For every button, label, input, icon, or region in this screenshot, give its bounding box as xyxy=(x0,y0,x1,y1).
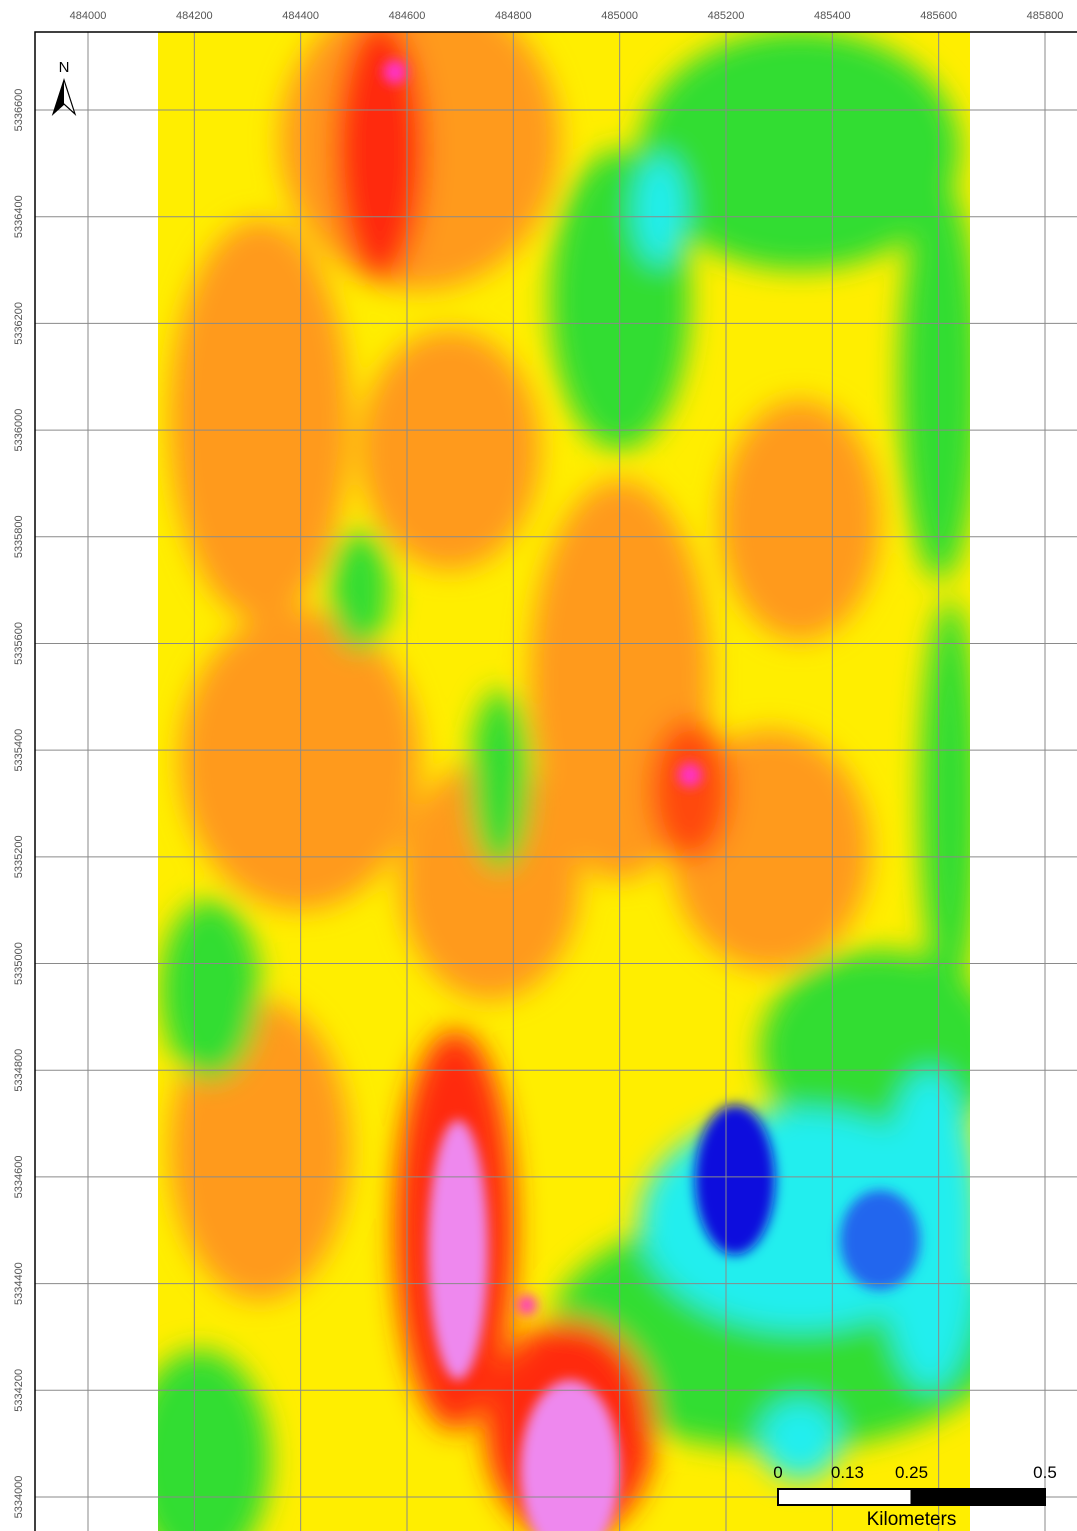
y-tick-label: 5335000 xyxy=(13,942,25,985)
y-tick-label: 5334600 xyxy=(13,1156,25,1199)
y-tick-label: 5334400 xyxy=(13,1262,25,1305)
y-tick-label: 5334000 xyxy=(13,1476,25,1519)
north-label: N xyxy=(59,59,70,76)
scale-label: 0 xyxy=(773,1463,782,1482)
map: 484000 484200 484400 484600 484800 485000 4852… xyxy=(0,0,1077,1531)
x-tick-label: 484400 xyxy=(282,10,319,22)
scale-label: 0.13 xyxy=(831,1463,864,1482)
y-tick-label: 5334200 xyxy=(13,1369,25,1412)
y-tick-label: 5336000 xyxy=(13,409,25,452)
y-tick-label: 5335200 xyxy=(13,835,25,878)
scale-label: 0.5 xyxy=(1033,1463,1057,1482)
y-tick-label: 5336600 xyxy=(13,89,25,132)
scale-segment xyxy=(912,1489,1046,1505)
x-tick-label: 484000 xyxy=(70,10,107,22)
y-tick-label: 5335800 xyxy=(13,515,25,558)
x-tick-label: 484800 xyxy=(495,10,532,22)
scale-label: 0.25 xyxy=(895,1463,928,1482)
x-tick-label: 485400 xyxy=(814,10,851,22)
y-tick-label: 5334800 xyxy=(13,1049,25,1092)
x-tick-label: 485600 xyxy=(920,10,957,22)
x-tick-label: 484600 xyxy=(389,10,426,22)
scale-segment xyxy=(778,1489,912,1505)
heatmap xyxy=(130,0,1010,1531)
y-tick-label: 5335400 xyxy=(13,729,25,772)
y-tick-label: 5336400 xyxy=(13,195,25,238)
scale-unit: Kilometers xyxy=(867,1509,957,1530)
x-tick-label: 484200 xyxy=(176,10,213,22)
y-tick-label: 5335600 xyxy=(13,622,25,665)
x-tick-label: 485000 xyxy=(601,10,638,22)
y-tick-label: 5336200 xyxy=(13,302,25,345)
x-tick-label: 485200 xyxy=(708,10,745,22)
x-tick-label: 485800 xyxy=(1027,10,1064,22)
